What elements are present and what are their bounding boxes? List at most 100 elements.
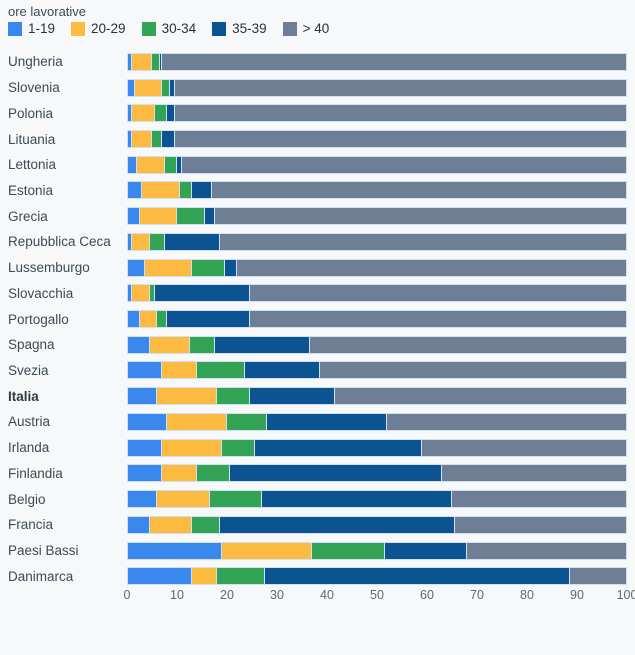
x-axis-tick-label: 20 [220,588,234,602]
x-axis-tick-label: 70 [470,588,484,602]
category-label: Danimarca [8,568,74,584]
category-label: Finlandia [8,465,63,481]
bar-segment [227,412,267,431]
stacked-bar [127,207,627,226]
chart-row: Lettonia [0,152,635,178]
bar-segment [192,181,212,200]
legend: 1-19 20-29 30-34 35-39 > 40 [8,21,329,36]
chart-row: Finlandia [0,461,635,487]
bar-segment [127,387,157,406]
bar-segment [197,464,230,483]
category-label: Grecia [8,208,48,224]
x-axis-tick-label: 0 [123,588,131,602]
bar-segment [149,232,165,251]
chart-row: Grecia [0,203,635,229]
stacked-bar [127,438,627,457]
chart-row: Polonia [0,100,635,126]
bar-segment [454,515,627,534]
stacked-bar [127,567,627,586]
legend-swatch-icon [212,21,227,36]
bar-segment [152,52,160,71]
legend-title: ore lavorative [8,4,87,19]
bar-segment [422,438,627,457]
chart-row: Irlanda [0,435,635,461]
bar-segment [127,361,162,380]
stacked-bar [127,412,627,431]
category-label: Lituania [8,131,56,147]
chart-row: Lituania [0,126,635,152]
bar-segment [262,490,452,509]
legend-item: 20-29 [71,21,126,36]
legend-item-label: 35-39 [232,21,267,36]
bar-segment [174,130,627,149]
chart-row: Italia [0,383,635,409]
x-axis-tick-label: 90 [570,588,584,602]
bar-segment [127,258,145,277]
bar-segment [144,258,192,277]
stacked-bar [127,361,627,380]
category-label: Svezia [8,362,49,378]
bar-segment [157,387,217,406]
bar-segment [189,335,215,354]
chart-row: Portogallo [0,306,635,332]
bar-segment [132,104,155,123]
bar-segment [162,361,197,380]
category-label: Slovenia [8,80,60,96]
chart-plot-area: Ungheria Slovenia Polonia Lituania Lettonia E… [0,49,635,589]
bar-segment [384,541,467,560]
x-axis-tick-label: 100 [616,588,635,602]
bar-segment [139,207,177,226]
bar-segment [154,104,167,123]
stacked-bar [127,104,627,123]
bar-segment [162,78,170,97]
bar-segment [167,104,175,123]
chart-row: Francia [0,512,635,538]
legend-item: 1-19 [8,21,55,36]
chart-row: Slovacchia [0,280,635,306]
category-label: Paesi Bassi [8,543,79,559]
bar-segment [139,310,157,329]
bar-segment [127,515,150,534]
bar-segment [169,78,175,97]
stacked-bar [127,181,627,200]
bar-segment [224,258,237,277]
bar-segment [209,490,262,509]
bar-segment [569,567,627,586]
bar-segment [249,284,627,303]
bar-segment [157,490,210,509]
bar-segment [127,310,140,329]
stacked-bar [127,78,627,97]
bar-segment [162,438,222,457]
stacked-bar [127,284,627,303]
bar-segment [162,130,175,149]
bar-segment [164,155,177,174]
bar-segment [167,412,227,431]
category-label: Lussemburgo [8,260,90,276]
bar-segment [244,361,320,380]
bar-segment [219,515,455,534]
bar-segment [222,438,255,457]
bar-segment [127,52,132,71]
chart-row: Ungheria [0,49,635,75]
chart-row: Belgio [0,486,635,512]
category-label: Irlanda [8,440,50,456]
category-label: Estonia [8,182,54,198]
bar-segment [152,130,162,149]
bar-segment [127,567,192,586]
bar-segment [127,155,137,174]
legend-swatch-icon [8,21,22,36]
stacked-bar [127,310,627,329]
stacked-bar [127,387,627,406]
stacked-bar [127,490,627,509]
chart-row: Paesi Bassi [0,538,635,564]
bar-segment [154,284,250,303]
bar-segment [222,541,312,560]
bar-segment [162,52,627,71]
bar-segment [192,515,220,534]
chart-row: Spagna [0,332,635,358]
bar-segment [127,438,162,457]
bar-segment [192,258,225,277]
bar-segment [149,335,190,354]
bar-segment [142,181,180,200]
